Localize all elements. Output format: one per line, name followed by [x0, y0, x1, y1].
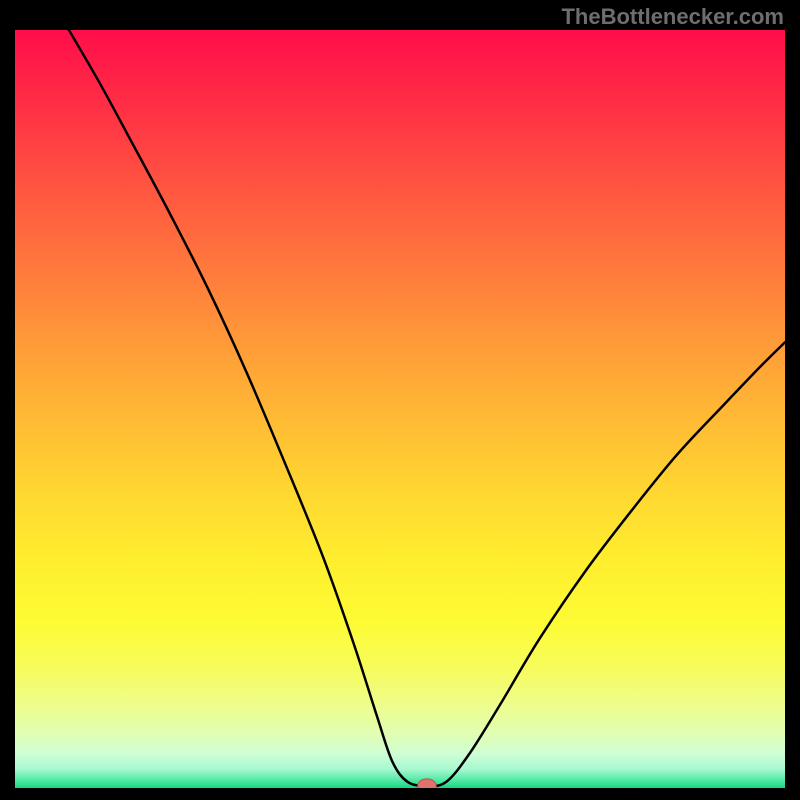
bottleneck-chart [15, 30, 785, 788]
chart-background [15, 30, 785, 788]
watermark-text: TheBottlenecker.com [561, 4, 784, 30]
bottleneck-marker [418, 779, 436, 788]
